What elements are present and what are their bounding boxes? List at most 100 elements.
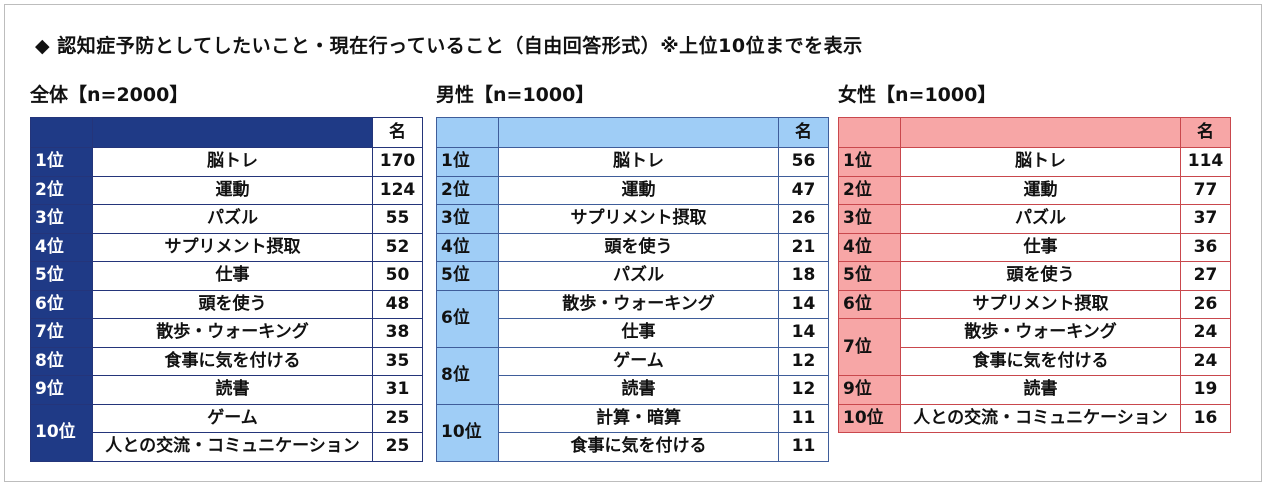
header-item-cell: [498, 117, 779, 148]
item-count: 24: [1180, 346, 1231, 376]
rank-label: 6位: [436, 289, 499, 348]
table-row: 10位 人との交流・コミュニケーション 16: [838, 403, 1231, 433]
rank-label: 1位: [30, 147, 93, 177]
section-title-female: 女性【n=1000】: [838, 84, 997, 106]
table-header-row: 名: [30, 117, 423, 148]
table-row: 1位 脳トレ 56: [436, 147, 829, 177]
rank-label: 10位: [30, 403, 93, 462]
table-row: 仕事 14: [437, 318, 829, 348]
item-name: 食事に気を付ける: [498, 432, 779, 462]
table-row: 5位 パズル 18: [436, 261, 829, 291]
item-count: 36: [1180, 232, 1231, 262]
item-name: 読書: [900, 375, 1181, 405]
ranking-table-male: 名 1位 脳トレ 56 2位 運動 47 3位 サプリメント摂取 26 4位 頭を使う 21 5位 パズル 1…: [436, 117, 829, 462]
table-header-row: 名: [436, 117, 829, 148]
item-count: 26: [778, 204, 829, 234]
item-name: 読書: [498, 375, 779, 405]
rank-label: 5位: [436, 261, 499, 291]
item-count: 38: [372, 318, 423, 348]
ranking-table-female: 名 1位 脳トレ 114 2位 運動 77 3位 パズル 37 4位 仕事 36 5位 頭を使う 27 6位 サプ…: [838, 117, 1231, 433]
item-count: 35: [372, 346, 423, 376]
section-title-male: 男性【n=1000】: [436, 84, 595, 106]
item-count: 50: [372, 261, 423, 291]
item-count: 18: [778, 261, 829, 291]
rank-label: 2位: [838, 175, 901, 205]
section-title-overall: 全体【n=2000】: [30, 84, 189, 106]
item-count: 21: [778, 232, 829, 262]
item-name: 運動: [92, 175, 373, 205]
unit-label: 名: [1180, 117, 1231, 148]
item-name: 頭を使う: [92, 289, 373, 319]
item-name: 散歩・ウォーキング: [498, 289, 779, 319]
table-row: 9位 読書 31: [30, 375, 423, 405]
rank-label: 7位: [838, 318, 901, 376]
rank-label: 1位: [436, 147, 499, 177]
table-row: 1位 脳トレ 114: [838, 147, 1231, 177]
table-row: 5位 仕事 50: [30, 261, 423, 291]
item-name: 仕事: [900, 232, 1181, 262]
rank-label: 6位: [838, 289, 901, 319]
item-name: 散歩・ウォーキング: [92, 318, 373, 348]
header-rank-cell: [838, 117, 901, 148]
rank-label: 5位: [30, 261, 93, 291]
table-header-row: 名: [838, 117, 1231, 148]
table-row: 7位 散歩・ウォーキング 38: [30, 318, 423, 348]
table-row: 読書 12: [437, 375, 829, 405]
item-count: 11: [778, 403, 829, 433]
table-row: 6位 頭を使う 48: [30, 289, 423, 319]
table-row: 8位 ゲーム 12: [436, 346, 829, 405]
table-row: 2位 運動 47: [436, 175, 829, 205]
rank-label: 6位: [30, 289, 93, 319]
rank-label: 8位: [436, 346, 499, 405]
rank-label: 9位: [838, 375, 901, 405]
header-item-cell: [92, 117, 373, 148]
item-count: 55: [372, 204, 423, 234]
item-count: 124: [372, 175, 423, 205]
table-row: 10位 計算・暗算 11: [436, 403, 829, 462]
rank-label: 5位: [838, 261, 901, 291]
rank-label: 4位: [838, 232, 901, 262]
item-name: 食事に気を付ける: [92, 346, 373, 376]
item-count: 11: [778, 432, 829, 462]
rank-label: 4位: [436, 232, 499, 262]
item-name: 運動: [498, 175, 779, 205]
item-name: パズル: [92, 204, 373, 234]
table-row: 食事に気を付ける 11: [437, 432, 829, 462]
rank-label: 2位: [436, 175, 499, 205]
rank-label: 10位: [436, 403, 499, 462]
item-name: 計算・暗算: [498, 403, 779, 433]
item-count: 170: [372, 147, 423, 177]
item-name: サプリメント摂取: [498, 204, 779, 234]
item-count: 48: [372, 289, 423, 319]
item-name: 人との交流・コミュニケーション: [92, 432, 373, 462]
rank-label: 8位: [30, 346, 93, 376]
unit-label: 名: [778, 117, 829, 148]
table-row: 1位 脳トレ 170: [30, 147, 423, 177]
item-count: 12: [778, 375, 829, 405]
rank-label: 3位: [30, 204, 93, 234]
table-row: 人との交流・コミュニケーション 25: [31, 432, 423, 462]
rank-label: 9位: [30, 375, 93, 405]
item-name: サプリメント摂取: [92, 232, 373, 262]
item-count: 25: [372, 432, 423, 462]
table-row: 6位 散歩・ウォーキング 14: [436, 289, 829, 348]
table-row: 食事に気を付ける 24: [839, 346, 1231, 376]
item-count: 14: [778, 289, 829, 319]
rank-label: 1位: [838, 147, 901, 177]
table-row: 3位 パズル 55: [30, 204, 423, 234]
item-name: 脳トレ: [900, 147, 1181, 177]
item-name: 脳トレ: [92, 147, 373, 177]
table-row: 5位 頭を使う 27: [838, 261, 1231, 291]
item-count: 31: [372, 375, 423, 405]
table-row: 4位 仕事 36: [838, 232, 1231, 262]
item-name: サプリメント摂取: [900, 289, 1181, 319]
item-count: 25: [372, 403, 423, 433]
rank-label: 4位: [30, 232, 93, 262]
item-count: 114: [1180, 147, 1231, 177]
item-name: ゲーム: [498, 346, 779, 376]
table-row: 2位 運動 124: [30, 175, 423, 205]
item-name: 散歩・ウォーキング: [900, 318, 1181, 348]
header-rank-cell: [30, 117, 93, 148]
item-name: 仕事: [92, 261, 373, 291]
item-name: 頭を使う: [498, 232, 779, 262]
